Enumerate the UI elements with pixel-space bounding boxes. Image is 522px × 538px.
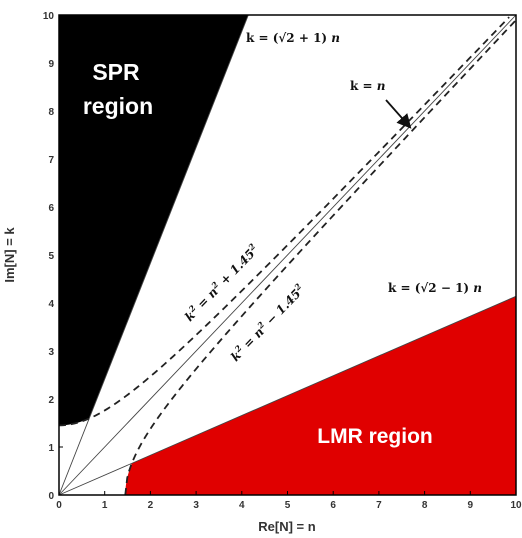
y-tick-label: 9 [48,59,54,70]
x-tick-label: 3 [193,500,199,511]
y-axis-ticks: 0 1 2 3 4 5 6 7 8 9 10 [43,11,63,502]
diagonal-line-equation: k = n [350,79,385,93]
y-tick-label: 10 [43,11,55,22]
x-tick-label: 1 [102,500,108,511]
lmr-region-label: LMR region [317,425,433,448]
y-tick-label: 0 [48,491,54,502]
x-tick-label: 2 [148,500,154,511]
k-equals-n-arrow [385,99,412,129]
x-axis-label: Re[N] = n [258,519,315,534]
x-tick-label: 0 [56,500,62,511]
hyperbola-plus-curve [58,16,510,427]
x-tick-label: 10 [510,500,522,511]
spr-region-fill [59,15,249,426]
y-tick-label: 7 [48,155,54,166]
x-tick-label: 9 [468,500,474,511]
plot-area [58,14,517,496]
hyperbola-minus-equation: k2 = n2 − 1.452 [227,281,308,364]
spr-region-label-line2: region [83,93,153,119]
diagonal-line [58,14,517,496]
upper-line-equation: k = (√2 + 1) n [246,31,340,45]
lower-line-equation: k = (√2 − 1) n [388,281,482,295]
upper-line [58,14,249,496]
x-axis-ticks: 0 1 2 3 4 5 6 7 8 9 10 [56,491,522,511]
y-tick-label: 8 [48,107,54,118]
y-tick-label: 3 [48,347,54,358]
y-axis-label: Im[N] = k [2,227,17,283]
x-tick-label: 6 [330,500,336,511]
y-tick-label: 5 [48,251,54,262]
y-tick-label: 1 [48,443,54,454]
lmr-region-fill [125,296,516,495]
x-tick-label: 4 [239,500,245,511]
x-tick-label: 8 [422,500,428,511]
y-tick-label: 2 [48,395,54,406]
y-tick-label: 4 [48,299,54,310]
lower-line [58,295,517,496]
hyperbola-minus-curve [124,19,517,496]
x-tick-label: 5 [285,500,291,511]
y-tick-label: 6 [48,203,54,214]
spr-region-label-line1: SPR [92,59,140,85]
x-tick-label: 7 [376,500,382,511]
